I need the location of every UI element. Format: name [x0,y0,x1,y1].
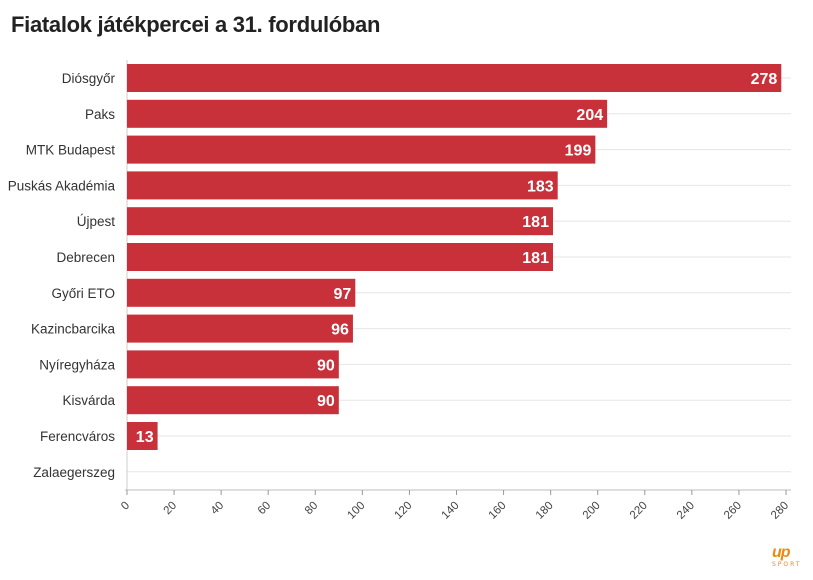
data-label: 96 [331,322,349,339]
bar [127,278,356,307]
bar [127,243,553,271]
bar [127,99,608,128]
x-tick-label: 60 [256,500,274,518]
data-label: 183 [527,178,554,195]
x-tick-label: 40 [209,500,227,518]
x-tick-label: 160 [487,500,509,522]
up-sport-logo: up SPORT [768,545,804,571]
bar [127,386,339,415]
category-label: Paks [85,107,115,122]
category-label: Nyíregyháza [39,357,115,372]
category-labels: Diósgyőr Paks MTK Budapest Puskás Akadémia Ú… [8,71,116,480]
bar [127,135,596,164]
x-tick-label: 100 [345,500,367,522]
bar-chart: Diósgyőr Paks MTK Budapest Puskás Akadémia Ú… [8,60,791,522]
data-label: 181 [522,250,549,267]
bars [127,64,782,450]
x-tick-label: 80 [303,500,321,518]
category-label: Győri ETO [51,286,115,301]
x-tick-label: 180 [534,500,556,522]
data-label: 97 [333,286,351,303]
category-label: Diósgyőr [62,71,116,86]
bar [127,64,782,92]
category-label: Ferencváros [40,429,115,444]
data-labels: 278 204 199 183 181 181 97 96 90 90 13 [136,71,778,446]
x-tick-label: 120 [392,500,414,522]
data-label: 204 [576,107,603,124]
data-label: 90 [317,357,335,374]
x-axis: 0 20 40 60 80 100 120 140 160 180 200 220 240 260 280 [119,489,791,522]
category-label: Újpest [77,214,116,229]
x-tick-label: 0 [119,500,132,513]
x-tick-label: 240 [675,500,697,522]
bar [127,350,339,379]
data-label: 278 [751,71,778,88]
category-label: MTK Budapest [26,143,116,158]
data-label: 199 [565,143,592,160]
category-label: Debrecen [56,250,115,265]
category-label: Kisvárda [62,393,115,408]
logo-mark: up [772,544,791,561]
bar [127,207,553,236]
data-label: 13 [136,429,154,446]
bar [127,171,558,200]
x-tick-label: 260 [722,500,744,522]
x-tick-label: 220 [628,500,650,522]
data-label: 90 [317,393,335,410]
logo-subtitle: SPORT [772,561,802,568]
category-label: Zalaegerszeg [33,465,115,480]
chart-title: Fiatalok játékpercei a 31. fordulóban [11,12,381,37]
category-label: Kazincbarcika [31,322,116,337]
x-tick-label: 200 [581,500,603,522]
bar [127,314,353,343]
bar [127,422,158,450]
category-label: Puskás Akadémia [8,178,116,193]
data-label: 181 [522,214,549,231]
x-tick-label: 20 [162,500,180,518]
x-tick-label: 280 [769,500,791,522]
x-tick-label: 140 [440,500,462,522]
